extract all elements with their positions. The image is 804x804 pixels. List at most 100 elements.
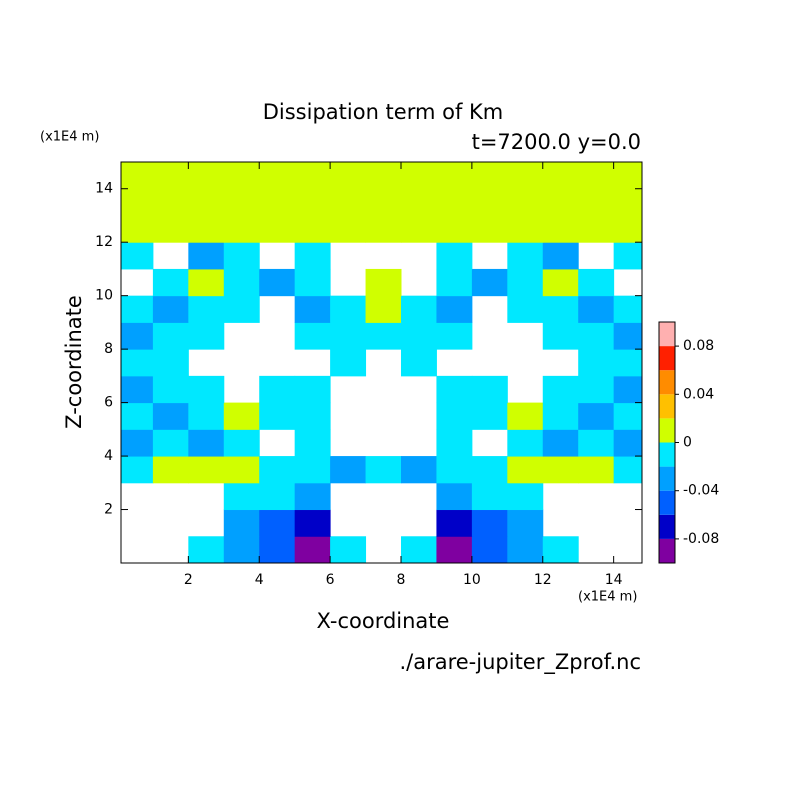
contour-cell	[613, 162, 642, 190]
contour-cell	[436, 188, 473, 216]
contour-cell	[436, 215, 473, 243]
chart-subtitle: t=7200.0 y=0.0	[472, 130, 641, 154]
contour-cell	[223, 402, 260, 430]
contour-cell	[542, 242, 579, 270]
contour-cell	[613, 349, 642, 377]
x-tick-label: 8	[397, 572, 406, 588]
contour-cell	[471, 482, 508, 511]
contour-cell	[259, 162, 296, 190]
contour-cell	[152, 375, 189, 404]
contour-cell	[542, 268, 579, 297]
contour-cell	[507, 268, 544, 297]
contour-cell	[152, 456, 189, 484]
y-tick-label: 6	[104, 395, 113, 411]
contour-cell	[471, 402, 508, 430]
contour-cell	[436, 482, 473, 511]
contour-cell	[121, 215, 154, 243]
contour-cell	[223, 509, 260, 537]
contour-cell	[471, 188, 508, 216]
contour-cell	[294, 402, 331, 430]
contour-cell	[223, 242, 260, 270]
contour-cell	[188, 188, 225, 216]
contour-field	[121, 162, 642, 563]
colorbar-segment	[659, 394, 675, 419]
contour-cell	[259, 268, 296, 297]
contour-cell	[436, 268, 473, 297]
contour-cell	[152, 349, 189, 377]
x-tick-label: 2	[184, 572, 193, 588]
contour-cell	[507, 456, 544, 484]
contour-cell	[436, 456, 473, 484]
contour-cell	[542, 456, 579, 484]
contour-cell	[294, 482, 331, 511]
colorbar-segment	[659, 442, 675, 467]
y-tick-label: 12	[95, 234, 113, 250]
contour-cell	[400, 456, 437, 484]
contour-cell	[223, 188, 260, 216]
contour-cell	[365, 456, 402, 484]
contour-cell	[259, 188, 296, 216]
x-unit: (x1E4 m)	[578, 590, 637, 605]
contour-cell	[507, 188, 544, 216]
contour-cell	[223, 456, 260, 484]
contour-cell	[507, 482, 544, 511]
contour-cell	[507, 509, 544, 537]
contour-cell	[400, 322, 437, 350]
contour-cell	[613, 322, 642, 350]
contour-cell	[152, 402, 189, 430]
contour-cell	[436, 295, 473, 323]
y-tick-label: 2	[104, 502, 113, 518]
contour-cell	[471, 268, 508, 297]
contour-cell	[436, 536, 473, 563]
y-tick-label: 14	[95, 181, 113, 197]
contour-cell	[294, 509, 331, 537]
contour-cell	[507, 402, 544, 430]
contour-cell	[294, 295, 331, 323]
contour-cell	[436, 509, 473, 537]
contour-cell	[613, 188, 642, 216]
contour-cell	[542, 402, 579, 430]
contour-cell	[188, 242, 225, 270]
contour-cell	[152, 295, 189, 323]
contour-cell	[507, 295, 544, 323]
contour-cell	[223, 215, 260, 243]
contour-cell	[188, 322, 225, 350]
contour-cell	[613, 456, 642, 484]
contour-cell	[578, 456, 615, 484]
contour-cell	[188, 268, 225, 297]
contour-cell	[188, 295, 225, 323]
source-label: ./arare-jupiter_Zprof.nc	[399, 650, 641, 675]
contour-cell	[507, 215, 544, 243]
contour-cell	[188, 375, 225, 404]
contour-cell	[294, 215, 331, 243]
contour-cell	[578, 188, 615, 216]
contour-cell	[294, 162, 331, 190]
x-tick-label: 4	[255, 572, 264, 588]
contour-cell	[330, 188, 367, 216]
contour-cell	[542, 536, 579, 563]
colorbar-segment	[659, 418, 675, 443]
y-tick-label: 4	[104, 448, 113, 464]
colorbar-segment	[659, 490, 675, 515]
contour-cell	[507, 242, 544, 270]
contour-cell	[121, 295, 154, 323]
contour-cell	[365, 322, 402, 350]
contour-cell	[259, 375, 296, 404]
contour-cell	[400, 215, 437, 243]
contour-cell	[223, 162, 260, 190]
contour-cell	[223, 536, 260, 563]
contour-cell	[578, 295, 615, 323]
contour-cell	[542, 295, 579, 323]
contour-cell	[188, 162, 225, 190]
contour-cell	[578, 268, 615, 297]
contour-cell	[436, 429, 473, 457]
contour-cell	[613, 242, 642, 270]
contour-cell	[436, 242, 473, 270]
colorbar-tick-label: -0.08	[683, 531, 719, 547]
contour-cell	[365, 162, 402, 190]
contour-cell	[365, 188, 402, 216]
contour-cell	[578, 402, 615, 430]
colorbar-tick-label: -0.04	[683, 483, 719, 499]
contour-cell	[365, 295, 402, 323]
